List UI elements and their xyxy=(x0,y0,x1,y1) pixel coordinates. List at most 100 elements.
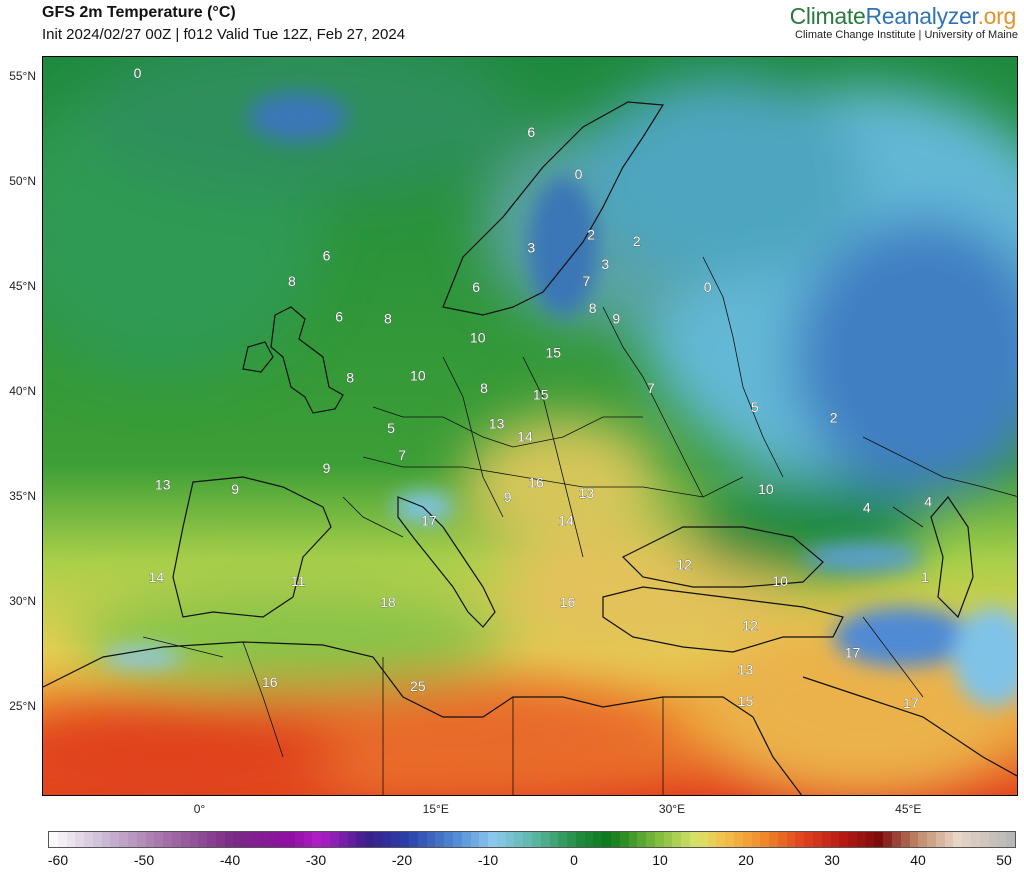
temperature-label: 14 xyxy=(517,428,533,444)
colorbar-tick-label: -60 xyxy=(47,852,69,868)
colorbar-segment xyxy=(49,832,58,847)
temperature-label: 17 xyxy=(421,512,437,528)
colorbar-tick-label: 50 xyxy=(996,852,1012,868)
colorbar-tick-label: 20 xyxy=(738,852,754,868)
colorbar-segment xyxy=(426,832,436,847)
colorbar-segment xyxy=(356,832,366,847)
latitude-tick-label: 40°N xyxy=(9,384,36,398)
temperature-label: 17 xyxy=(845,645,861,661)
temperature-label: 3 xyxy=(601,256,609,272)
colorbar-segment xyxy=(488,832,497,847)
colorbar-segment xyxy=(725,832,734,847)
temperature-label: 12 xyxy=(742,617,758,633)
colorbar-segment xyxy=(786,832,796,847)
temperature-label: 5 xyxy=(751,399,759,415)
colorbar-segment xyxy=(145,832,155,847)
colorbar-segment xyxy=(637,832,647,847)
colorbar-tick-label: 10 xyxy=(652,852,668,868)
latitude-tick-label: 45°N xyxy=(9,279,36,293)
colorbar-segment xyxy=(330,832,339,847)
temperature-label: 10 xyxy=(470,330,486,346)
colorbar-segment xyxy=(128,832,137,847)
colorbar-segment xyxy=(769,832,778,847)
temperature-label: 1 xyxy=(921,569,929,585)
colorbar-segment xyxy=(101,832,111,847)
temperature-label: 16 xyxy=(528,475,544,491)
colorbar-segment xyxy=(312,832,322,847)
temperature-label: 14 xyxy=(558,512,574,528)
colorbar-segment xyxy=(760,832,770,847)
longitude-tick-label: 0° xyxy=(193,802,206,816)
colorbar-segment xyxy=(382,832,392,847)
temperature-label: 6 xyxy=(527,124,535,140)
temperature-label: 13 xyxy=(579,485,595,501)
temperature-label: 10 xyxy=(758,481,774,497)
colorbar-segment xyxy=(435,832,445,847)
brand-tagline: Climate Change Institute | University of… xyxy=(795,29,1018,41)
temperature-label: 25 xyxy=(410,678,426,694)
temperature-label: 9 xyxy=(231,481,239,497)
colorbar-segment xyxy=(163,832,172,847)
temperature-label: 15 xyxy=(533,386,549,402)
colorbar-segment xyxy=(944,832,954,847)
coastline-scandinavia xyxy=(442,101,665,316)
colorbar-segment xyxy=(189,832,199,847)
colorbar-segment xyxy=(224,832,234,847)
colorbar-segment xyxy=(215,832,225,847)
brand-logo-part-climate: Climate xyxy=(789,3,866,29)
temperature-label: 5 xyxy=(387,420,395,436)
colorbar-segment xyxy=(338,832,348,847)
coastline-iberia xyxy=(172,476,332,618)
colorbar-segment xyxy=(259,832,269,847)
colorbar-segment xyxy=(505,832,515,847)
temperature-label: 2 xyxy=(830,409,838,425)
colorbar-segment xyxy=(971,832,980,847)
colorbar-segment xyxy=(874,832,884,847)
colorbar-segment xyxy=(839,832,849,847)
temperature-label: 15 xyxy=(546,344,562,360)
colorbar-segment xyxy=(540,832,550,847)
colorbar-segment xyxy=(268,832,278,847)
colorbar-segment xyxy=(198,832,208,847)
colorbar-segment xyxy=(611,832,620,847)
temperature-label: 16 xyxy=(262,674,278,690)
temperature-label: 17 xyxy=(903,695,919,711)
temperature-label: 3 xyxy=(527,239,535,255)
coastline-black-sea xyxy=(621,526,824,588)
temperature-label: 14 xyxy=(149,569,165,585)
colorbar-segment xyxy=(935,832,945,847)
colorbar-segment xyxy=(646,832,655,847)
colorbar-segment xyxy=(1006,832,1015,847)
colorbar-segment xyxy=(496,832,506,847)
colorbar-segment xyxy=(417,832,427,847)
colorbar-segment xyxy=(470,832,480,847)
colorbar-segment xyxy=(733,832,743,847)
colorbar-segment xyxy=(242,832,251,847)
temperature-label: 2 xyxy=(587,227,595,243)
colorbar-segment xyxy=(233,832,243,847)
latitude-tick-label: 55°N xyxy=(9,69,36,83)
colorbar-tick-label: -30 xyxy=(305,852,327,868)
temperature-label: 15 xyxy=(738,693,754,709)
coastline-anatolia xyxy=(602,586,844,653)
colorbar-segment xyxy=(444,832,453,847)
temperature-label: 6 xyxy=(335,309,343,325)
colorbar-segment xyxy=(988,832,998,847)
colorbar-segment xyxy=(795,832,805,847)
temperature-label: 0 xyxy=(575,166,583,182)
brand-logo[interactable]: ClimateReanalyzer.org xyxy=(789,3,1017,30)
colorbar-segment xyxy=(57,832,67,847)
colorbar-segment xyxy=(567,832,576,847)
coastline-italy xyxy=(397,496,496,628)
colorbar-segment xyxy=(812,832,822,847)
latitude-tick-label: 25°N xyxy=(9,699,36,713)
colorbar-segment xyxy=(110,832,120,847)
colorbar-segment xyxy=(294,832,304,847)
colorbar-segment xyxy=(479,832,489,847)
temperature-label: 13 xyxy=(155,477,171,493)
colorbar-tick-label: -10 xyxy=(477,852,499,868)
temperature-map[interactable]: 0 6 0 6 8 3 2 2 3 7 6 0 8 9 6 8 10 15 8 10 8 15 7 5 2 13 14 5 7 9 13 9 1… xyxy=(42,56,1018,796)
colorbar-segment xyxy=(927,832,936,847)
country-borders xyxy=(142,256,1017,795)
colorbar-segment xyxy=(373,832,383,847)
